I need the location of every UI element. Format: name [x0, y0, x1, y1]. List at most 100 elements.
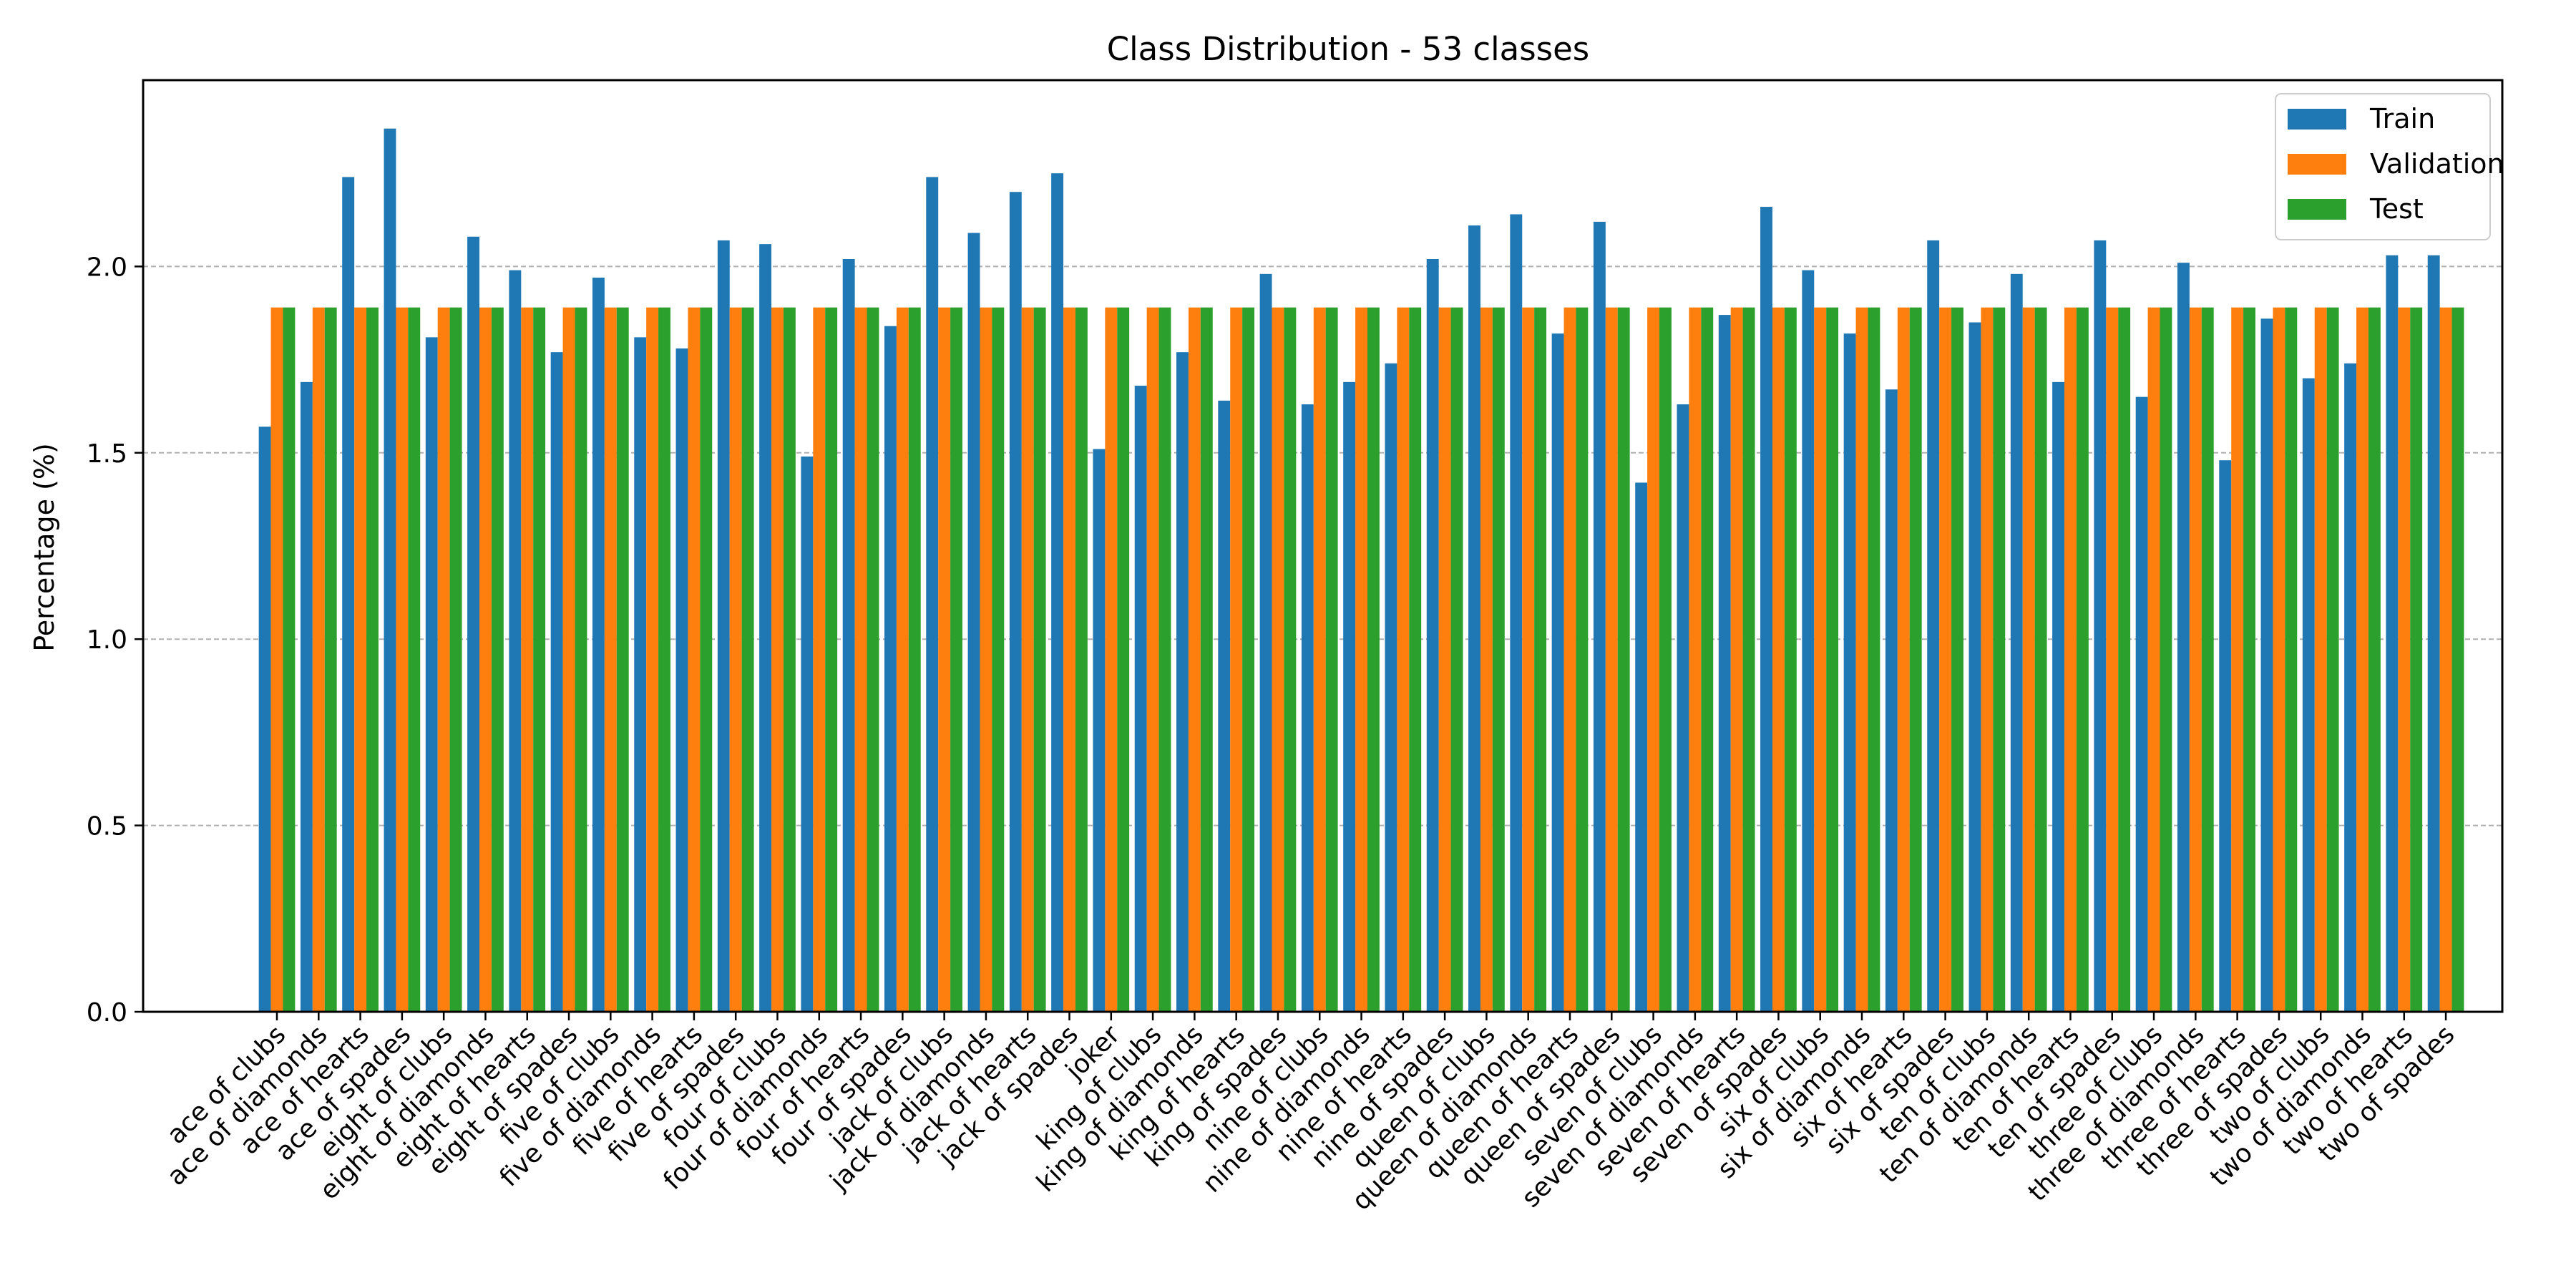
bar-test-8	[616, 307, 629, 1012]
bar-train-18	[1009, 192, 1022, 1012]
bar-test-6	[533, 307, 546, 1012]
bar-test-35	[1742, 307, 1755, 1012]
bar-train-41	[1968, 322, 1981, 1012]
bar-test-2	[366, 307, 379, 1012]
bar-validation-19	[1063, 307, 1075, 1012]
bar-test-30	[1534, 307, 1547, 1012]
bar-train-38	[1843, 333, 1856, 1012]
bar-train-4	[425, 337, 438, 1012]
bar-validation-27	[1397, 307, 1410, 1012]
bar-train-26	[1343, 381, 1356, 1012]
bar-test-25	[1325, 307, 1338, 1012]
legend-swatch-validation	[2288, 154, 2346, 175]
bar-train-12	[759, 244, 772, 1013]
bars	[258, 128, 2464, 1013]
bar-test-36	[1784, 307, 1797, 1012]
bar-train-3	[384, 128, 396, 1013]
bar-test-16	[950, 307, 962, 1012]
bar-test-24	[1284, 307, 1297, 1012]
bar-test-34	[1701, 307, 1714, 1012]
bar-validation-33	[1647, 307, 1660, 1012]
bar-validation-52	[2439, 307, 2452, 1012]
bar-validation-21	[1146, 307, 1159, 1012]
bar-train-37	[1802, 270, 1815, 1012]
bar-test-10	[700, 307, 713, 1012]
bar-train-51	[2386, 255, 2399, 1012]
bar-test-47	[2243, 307, 2255, 1012]
bar-validation-15	[896, 307, 909, 1012]
bar-train-39	[1885, 389, 1898, 1012]
bar-train-30	[1510, 214, 1523, 1012]
legend-label-test: Test	[2369, 193, 2424, 225]
bar-validation-30	[1522, 307, 1535, 1012]
y-tick-label: 0.0	[87, 998, 127, 1028]
bar-train-11	[717, 240, 730, 1013]
bar-train-17	[967, 233, 980, 1012]
bar-validation-18	[1021, 307, 1034, 1012]
bar-validation-6	[521, 307, 534, 1012]
bar-train-28	[1426, 258, 1439, 1012]
bar-test-27	[1409, 307, 1422, 1012]
bar-train-22	[1176, 352, 1189, 1013]
bar-test-45	[2160, 307, 2172, 1012]
bar-train-43	[2052, 381, 2065, 1012]
bar-validation-39	[1897, 307, 1910, 1012]
y-axis: 0.0 0.5 1.0 1.5 2.0	[87, 253, 143, 1028]
bar-validation-37	[1814, 307, 1827, 1012]
bar-test-37	[1826, 307, 1839, 1012]
bar-validation-16	[938, 307, 951, 1012]
bar-test-48	[2285, 307, 2298, 1012]
bar-test-12	[783, 307, 796, 1012]
bar-validation-22	[1188, 307, 1201, 1012]
bar-train-23	[1218, 400, 1231, 1012]
bar-test-18	[1033, 307, 1046, 1012]
bar-test-43	[2076, 307, 2089, 1012]
y-tick-label: 2.0	[87, 253, 127, 282]
bar-test-3	[408, 307, 421, 1012]
bar-validation-14	[854, 307, 867, 1012]
bar-test-5	[491, 307, 504, 1012]
bar-test-21	[1158, 307, 1171, 1012]
y-tick-label: 1.0	[87, 625, 127, 655]
bar-train-8	[592, 278, 605, 1013]
bar-validation-9	[646, 307, 659, 1012]
bar-train-33	[1635, 482, 1648, 1012]
bar-train-49	[2302, 378, 2315, 1012]
bar-validation-10	[688, 307, 701, 1012]
bar-train-5	[467, 236, 479, 1013]
bar-validation-17	[980, 307, 992, 1012]
bar-validation-31	[1563, 307, 1576, 1012]
bar-test-13	[825, 307, 838, 1012]
bar-validation-35	[1730, 307, 1743, 1012]
bar-train-52	[2427, 255, 2440, 1012]
bar-train-9	[634, 337, 647, 1012]
bar-train-16	[926, 177, 939, 1013]
bar-test-19	[1075, 307, 1088, 1012]
chart-title: Class Distribution - 53 classes	[1107, 30, 1589, 68]
y-axis-title: Percentage (%)	[29, 443, 60, 652]
bar-train-42	[2010, 273, 2023, 1012]
bar-test-52	[2451, 307, 2464, 1012]
bar-validation-32	[1605, 307, 1618, 1012]
bar-test-4	[449, 307, 462, 1012]
legend-swatch-train	[2288, 109, 2346, 130]
bar-test-50	[2368, 307, 2381, 1012]
bar-train-2	[342, 177, 355, 1013]
bar-test-31	[1576, 307, 1589, 1012]
bar-validation-12	[771, 307, 784, 1012]
bar-validation-49	[2314, 307, 2327, 1012]
bar-train-24	[1259, 273, 1272, 1012]
bar-test-28	[1450, 307, 1463, 1012]
bar-train-27	[1385, 363, 1397, 1013]
bar-validation-48	[2273, 307, 2285, 1012]
bar-test-39	[1909, 307, 1922, 1012]
bar-validation-29	[1480, 307, 1493, 1012]
bar-train-44	[2094, 240, 2107, 1013]
bar-test-49	[2326, 307, 2339, 1012]
bar-validation-40	[1939, 307, 1952, 1012]
bar-test-42	[2034, 307, 2047, 1012]
bar-validation-13	[813, 307, 826, 1012]
bar-validation-25	[1313, 307, 1326, 1012]
bar-validation-8	[604, 307, 617, 1012]
